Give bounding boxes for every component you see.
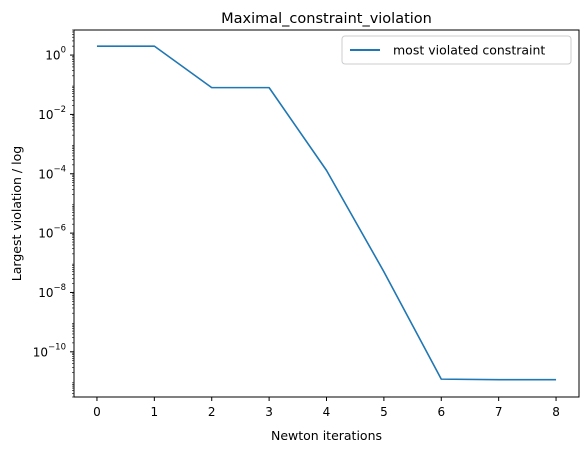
y-axis-label: Largest violation / log: [9, 146, 24, 281]
x-tick-label: 8: [552, 405, 560, 419]
x-tick-label: 6: [437, 405, 445, 419]
y-tick-label: 10−2: [38, 105, 66, 122]
x-tick-label: 3: [265, 405, 273, 419]
y-tick-label: 10−10: [33, 342, 66, 359]
x-axis: 0 1 2 3 4 5 6 7 8: [93, 397, 560, 419]
x-tick-label: 2: [208, 405, 216, 419]
series-layer: [96, 45, 557, 381]
y-tick-label: 10−6: [38, 224, 66, 241]
y-axis: 100 10−2 10−4 10−6 10−8 10−10: [33, 29, 74, 398]
x-tick-label: 5: [380, 405, 388, 419]
y-tick-label: 100: [45, 46, 66, 63]
legend: most violated constraint: [341, 35, 572, 65]
y-tick-label: 10−8: [38, 283, 66, 300]
y-tick-label: 10−4: [38, 164, 66, 181]
legend-label: most violated constraint: [393, 43, 545, 58]
series-line-0: [96, 45, 557, 381]
legend-box: [341, 35, 572, 65]
plot-area: [73, 29, 580, 398]
x-tick-label: 4: [323, 405, 331, 419]
x-tick-label: 0: [93, 405, 101, 419]
x-tick-label: 1: [151, 405, 159, 419]
x-tick-label: 7: [495, 405, 503, 419]
chart-title: Maximal_constraint_violation: [221, 11, 432, 27]
x-axis-label: Newton iterations: [271, 428, 382, 443]
